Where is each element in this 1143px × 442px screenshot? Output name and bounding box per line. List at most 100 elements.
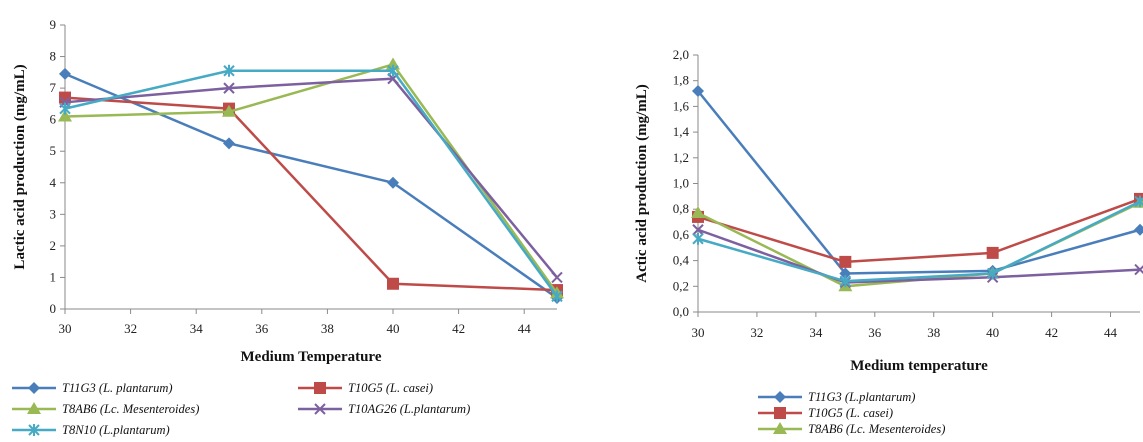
legend-marker bbox=[28, 424, 40, 436]
y-tick-label: 0,2 bbox=[673, 278, 689, 293]
y-tick-label: 1,8 bbox=[673, 73, 689, 88]
series-line bbox=[697, 228, 1141, 284]
data-point bbox=[387, 277, 399, 290]
data-point bbox=[551, 290, 563, 303]
legend-marker bbox=[314, 382, 326, 394]
y-tick-label: 2 bbox=[50, 238, 57, 253]
legend-label: T8AB6 (Lc. Mesenteroides) bbox=[808, 422, 945, 436]
x-tick-label: 44 bbox=[1104, 325, 1118, 340]
legend-label: T11G3 (L.plantarum) bbox=[808, 390, 915, 404]
legend-label: T8N10 (L.plantarum) bbox=[62, 423, 170, 437]
y-tick-label: 8 bbox=[50, 49, 57, 64]
y-tick-label: 1,2 bbox=[673, 150, 689, 165]
series-line bbox=[697, 200, 1141, 283]
series-line bbox=[64, 62, 559, 294]
y-tick-label: 6 bbox=[50, 112, 57, 127]
data-point bbox=[839, 255, 852, 268]
x-tick-label: 42 bbox=[1045, 325, 1058, 340]
y-tick-label: 1,0 bbox=[673, 176, 689, 191]
data-point bbox=[59, 67, 71, 80]
y-tick-label: 2,0 bbox=[673, 47, 689, 62]
series-1 bbox=[692, 84, 1143, 280]
x-tick-label: 40 bbox=[986, 325, 999, 340]
data-point bbox=[223, 64, 235, 77]
y-tick-label: 0,6 bbox=[673, 227, 690, 242]
x-tick-label: 30 bbox=[692, 325, 705, 340]
legend-entry: T10G5 (L. casei) bbox=[298, 381, 433, 395]
y-tick-label: 9 bbox=[50, 17, 57, 32]
legend-entry: T11G3 (L.plantarum) bbox=[758, 390, 915, 404]
data-point bbox=[223, 82, 235, 94]
legend-marker bbox=[773, 422, 787, 434]
data-point bbox=[551, 271, 563, 284]
series-line bbox=[64, 77, 558, 279]
y-tick-label: 7 bbox=[50, 80, 57, 95]
y-tick-label: 1,6 bbox=[673, 98, 690, 113]
legend-entry: T8N10 (L.plantarum) bbox=[12, 423, 170, 437]
legend-entry: T10G5 (L. casei) bbox=[758, 406, 893, 420]
x-axis-title: Medium temperature bbox=[850, 358, 988, 374]
data-point bbox=[986, 267, 999, 280]
data-point bbox=[986, 246, 999, 259]
series-line bbox=[64, 69, 559, 298]
legend-label: T11G3 (L. plantarum) bbox=[62, 381, 173, 395]
x-tick-label: 36 bbox=[868, 325, 882, 340]
legend-marker bbox=[28, 382, 40, 394]
y-tick-label: 0,0 bbox=[673, 304, 689, 319]
y-tick-label: 1,4 bbox=[673, 124, 690, 139]
legend-label: T8AB6 (Lc. Mesenteroides) bbox=[62, 402, 199, 416]
x-tick-label: 34 bbox=[809, 325, 823, 340]
series-line bbox=[64, 72, 558, 299]
y-tick-label: 1 bbox=[50, 269, 57, 284]
x-tick-label: 34 bbox=[190, 321, 204, 336]
x-tick-label: 30 bbox=[59, 321, 72, 336]
legend-entry: T8AB6 (Lc. Mesenteroides) bbox=[12, 402, 199, 416]
data-point bbox=[691, 206, 705, 219]
series-line bbox=[697, 197, 1141, 264]
y-tick-label: 0,4 bbox=[673, 253, 690, 268]
y-tick-label: 4 bbox=[50, 175, 57, 190]
y-tick-label: 0 bbox=[50, 301, 57, 316]
y-tick-label: 3 bbox=[50, 206, 57, 221]
x-axis-title: Medium Temperature bbox=[241, 349, 382, 365]
x-tick-label: 38 bbox=[321, 321, 334, 336]
data-point bbox=[1134, 263, 1143, 276]
legend-marker bbox=[27, 402, 41, 414]
legend: T11G3 (L.plantarum) T10G5 (L. casei) T8AB6… bbox=[758, 390, 945, 436]
data-point bbox=[387, 64, 399, 77]
data-point bbox=[387, 176, 399, 189]
y-tick-label: 0,8 bbox=[673, 201, 689, 216]
y-tick-label: 5 bbox=[50, 143, 57, 158]
legend-label: T10AG26 (L.plantarum) bbox=[348, 402, 470, 416]
data-point bbox=[222, 104, 236, 117]
series-5 bbox=[692, 195, 1143, 288]
data-point bbox=[58, 109, 72, 122]
legend-label: T10G5 (L. casei) bbox=[808, 406, 893, 420]
x-tick-label: 40 bbox=[387, 321, 400, 336]
y-axis-title: Actic acid production (mg/mL) bbox=[634, 84, 650, 282]
chart-2: 0,0 0,2 0,4 0,6 0,8 1,0 1,2 1,4 1,6 1,8 2,0 30 32 34 3… bbox=[634, 47, 1143, 436]
data-point bbox=[1134, 223, 1143, 236]
data-point bbox=[839, 267, 852, 280]
legend-marker bbox=[774, 407, 786, 419]
data-point bbox=[839, 275, 852, 288]
series-line bbox=[697, 90, 1141, 275]
legend: T11G3 (L. plantarum) T10G5 (L. casei) T8AB… bbox=[12, 381, 470, 437]
x-tick-label: 44 bbox=[518, 321, 532, 336]
x-tick-label: 36 bbox=[255, 321, 269, 336]
legend-entry: T11G3 (L. plantarum) bbox=[12, 381, 173, 395]
legend-marker bbox=[314, 403, 326, 415]
data-point bbox=[223, 137, 235, 150]
x-tick-label: 32 bbox=[124, 321, 137, 336]
x-tick-label: 38 bbox=[927, 325, 940, 340]
data-point bbox=[692, 232, 704, 245]
data-point bbox=[1134, 195, 1143, 208]
data-point bbox=[692, 84, 704, 97]
data-point bbox=[692, 224, 704, 236]
x-tick-label: 42 bbox=[452, 321, 465, 336]
legend-label: T10G5 (L. casei) bbox=[348, 381, 433, 395]
data-point bbox=[59, 102, 71, 115]
x-tick-label: 32 bbox=[750, 325, 763, 340]
